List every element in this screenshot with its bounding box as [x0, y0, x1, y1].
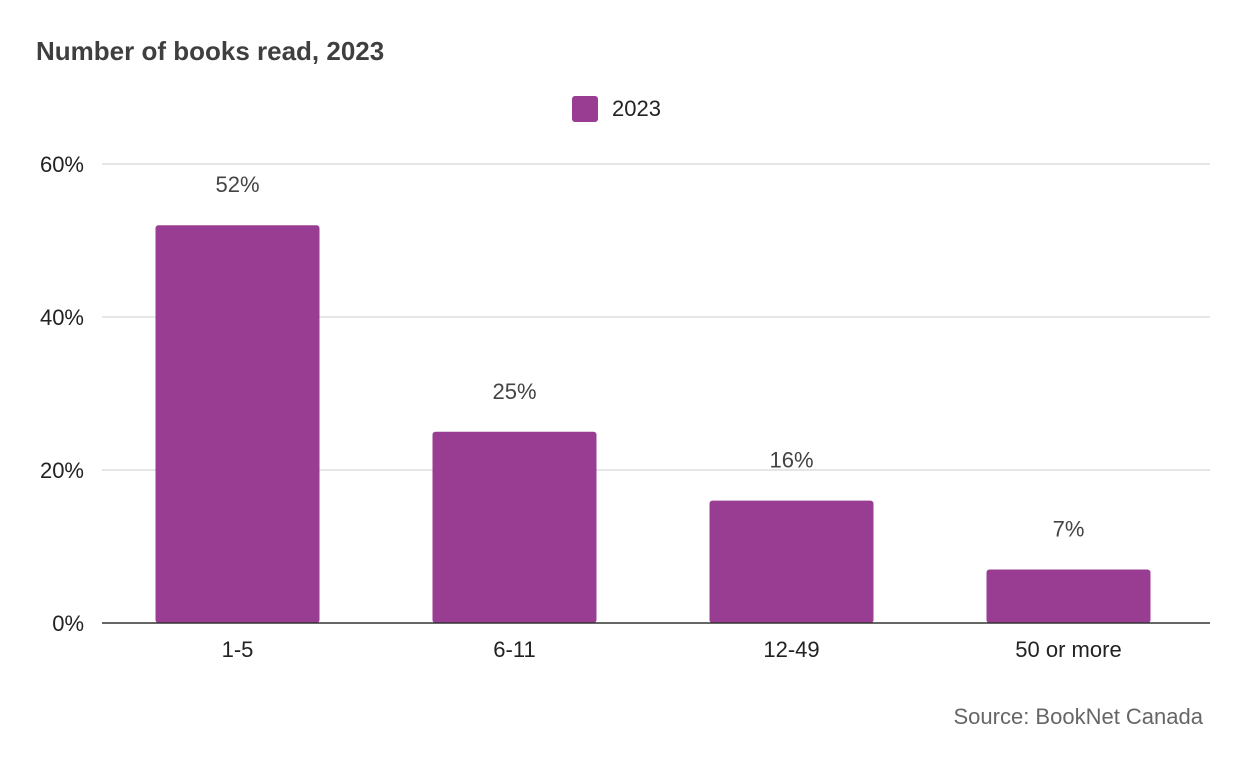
x-tick-label: 6-11: [493, 637, 535, 662]
data-label: 52%: [215, 172, 259, 197]
y-tick-label: 40%: [40, 305, 84, 330]
data-label: 7%: [1053, 516, 1085, 541]
legend: 2023: [572, 96, 661, 122]
x-tick-label: 12-49: [763, 637, 819, 662]
source-note: Source: BookNet Canada: [953, 704, 1204, 729]
x-tick-label: 50 or more: [1015, 637, 1121, 662]
y-tick-label: 0%: [52, 611, 84, 636]
y-tick-label: 20%: [40, 458, 84, 483]
data-label: 16%: [769, 448, 813, 473]
legend-label: 2023: [612, 96, 661, 121]
data-label: 25%: [492, 379, 536, 404]
bar: [986, 569, 1151, 623]
bar: [432, 431, 597, 623]
y-tick-label: 60%: [40, 152, 84, 177]
chart-title: Number of books read, 2023: [36, 36, 385, 66]
bar-chart-plot: 0% 20% 40% 60% 52% 1-5 25% 6-11 16% 12-49 7% 50 or …: [40, 152, 1210, 662]
x-tick-label: 1-5: [222, 637, 254, 662]
legend-swatch: [572, 96, 598, 122]
bar: [155, 225, 320, 623]
bar: [709, 500, 874, 623]
